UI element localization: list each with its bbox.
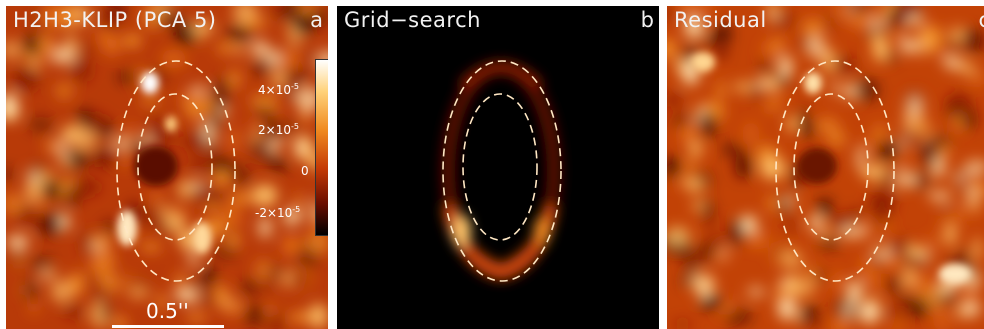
panel-klip-image: H2H3-KLIP (PCA 5) a 0.5'' 4×10-5 2×10-5 … (6, 6, 328, 329)
panel-title: Residual (674, 8, 767, 32)
residual-image (667, 6, 984, 329)
grid-search-image (337, 6, 659, 329)
panel-title: H2H3-KLIP (PCA 5) (13, 8, 217, 32)
colorbar-tick: -2×10-5 (255, 205, 301, 220)
panel-letter: a (310, 8, 323, 32)
klip-image (6, 6, 328, 329)
colorbar-tick: 4×10-5 (258, 82, 299, 97)
panel-residual: Residual c (667, 6, 984, 329)
colorbar-tick: 0 (301, 164, 309, 178)
scale-bar-label: 0.5'' (146, 299, 189, 323)
scale-bar (112, 325, 224, 328)
panel-letter: b (640, 8, 654, 32)
colorbar-tick: 2×10-5 (258, 122, 299, 137)
panel-grid-search-model: Grid−search b (337, 6, 659, 329)
panel-letter: c (978, 8, 984, 32)
panel-title: Grid−search (344, 8, 481, 32)
colorbar (315, 59, 328, 236)
